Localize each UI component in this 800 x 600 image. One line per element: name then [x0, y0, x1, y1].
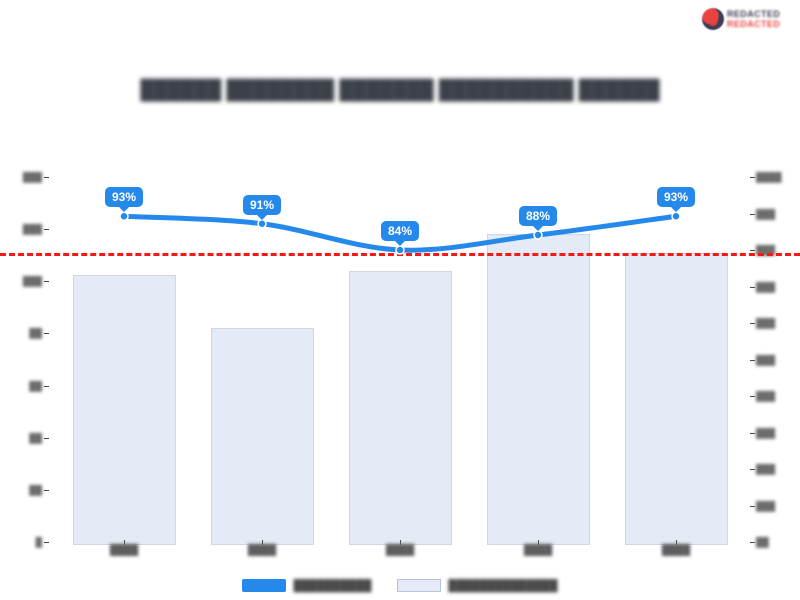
legend-item-line[interactable]: ██████████	[242, 579, 371, 592]
y-axis-left-tick-label-6: ██	[29, 432, 42, 443]
line-marker-5[interactable]	[671, 211, 681, 221]
y-axis-right-tick-label-11: ██	[756, 537, 769, 547]
y-axis-right-tick-label-3: ███	[756, 245, 776, 255]
y-axis-left-tick-mark-7	[44, 489, 49, 491]
x-axis-labels: ████ ████ ████ ████ ████	[55, 540, 745, 563]
y-axis-left-tick-label-7: ██	[29, 484, 42, 495]
y-axis-right: ████ ███ ███ ███ ███ ███ ███ ███ ███ ███ ██	[750, 170, 800, 547]
legend-swatch-line	[242, 579, 287, 592]
x-tick-label-2: ████	[247, 545, 277, 556]
y-axis-left-tick-mark-2	[44, 229, 49, 231]
y-axis-right-tick-label-8: ███	[756, 427, 776, 438]
line-marker-3[interactable]	[395, 245, 405, 255]
bar-5[interactable]	[624, 252, 728, 545]
logo-mark-icon	[702, 8, 724, 30]
value-badge-5: 93%	[656, 187, 696, 213]
y-axis-right-tick-mark-1	[750, 177, 755, 178]
y-axis-right-tick-mark-11	[750, 542, 755, 543]
plot-area: 93% 91% 84% 88% 93%	[0, 170, 800, 545]
y-axis-left-tick-label-3: ███	[22, 276, 42, 287]
chart-title: ██████ ████████ ███████ ██████████ █████…	[140, 80, 660, 101]
y-axis-left-tick-mark-3	[44, 281, 49, 283]
logo-line-1: REDACTED	[727, 8, 781, 19]
x-tick-label-4: ████	[523, 545, 553, 556]
line-marker-1[interactable]	[119, 211, 129, 221]
y-axis-left-tick-label-8: █	[35, 537, 42, 547]
y-axis-left-tick-mark-4	[44, 333, 49, 335]
legend-item-bar[interactable]: ██████████████	[397, 579, 558, 592]
line-marker-2[interactable]	[257, 219, 267, 229]
x-tick-mark-3	[400, 540, 401, 545]
y-axis-right-tick-mark-10	[750, 505, 755, 507]
value-badge-2: 91%	[242, 194, 282, 220]
line-marker-4[interactable]	[533, 230, 543, 240]
y-axis-right-tick-mark-4	[750, 286, 755, 288]
y-axis-right-tick-label-9: ███	[756, 464, 776, 474]
y-axis-right-tick-label-4: ███	[756, 281, 776, 292]
y-axis-right-tick-mark-6	[750, 359, 755, 361]
bar-1[interactable]	[72, 275, 176, 545]
y-axis-left-tick-label-2: ███	[22, 224, 42, 235]
y-axis-left-tick-mark-5	[44, 385, 49, 387]
value-badge-3: 84%	[380, 221, 420, 246]
y-axis-left-tick-mark-6	[44, 437, 49, 439]
y-axis-right-tick-label-10: ███	[756, 500, 776, 511]
chart-legend: ██████████ ██████████████	[0, 579, 800, 592]
legend-label-bar: ██████████████	[448, 579, 558, 592]
line-series-svg	[119, 211, 681, 255]
x-tick-mark-2	[262, 540, 263, 545]
brand-logo: REDACTED REDACTED	[702, 4, 796, 34]
y-axis-right-tick-label-1: ████	[756, 172, 782, 182]
bar-3[interactable]	[348, 271, 452, 545]
y-axis-left-tick-mark-1	[44, 177, 49, 178]
x-tick-label-5: ████	[661, 545, 691, 556]
y-axis-right-tick-mark-5	[750, 323, 755, 324]
y-axis-right-tick-mark-7	[750, 396, 755, 397]
y-axis-right-tick-mark-8	[750, 432, 755, 434]
y-axis-left-tick-label-5: ██	[29, 380, 42, 391]
legend-swatch-bar	[397, 579, 442, 592]
y-axis-right-tick-label-5: ███	[756, 318, 776, 328]
y-axis-left: ███ ███ ███ ██ ██ ██ ██ █	[0, 170, 50, 547]
x-tick-label-1: ████	[109, 545, 139, 556]
x-tick-mark-5	[676, 540, 677, 545]
value-badge-1: 93%	[104, 187, 144, 213]
y-axis-left-tick-label-1: ███	[22, 172, 42, 182]
y-axis-left-tick-label-4: ██	[29, 328, 42, 339]
y-axis-right-tick-label-6: ███	[756, 354, 776, 365]
y-axis-right-tick-mark-3	[750, 250, 755, 251]
y-axis-right-tick-label-2: ███	[756, 208, 776, 219]
x-tick-mark-1	[124, 540, 125, 545]
legend-label-line: ██████████	[293, 579, 372, 592]
bar-2[interactable]	[210, 327, 314, 545]
x-tick-mark-4	[538, 540, 539, 545]
value-badge-4: 88%	[518, 206, 558, 231]
y-axis-right-tick-mark-2	[750, 213, 755, 215]
x-tick-label-3: ████	[385, 545, 415, 556]
logo-line-2: REDACTED	[727, 18, 781, 29]
logo-wordmark: REDACTED REDACTED	[727, 8, 781, 29]
y-axis-left-tick-mark-8	[44, 542, 49, 543]
y-axis-right-tick-label-7: ███	[756, 391, 776, 401]
bar-4[interactable]	[486, 233, 590, 545]
y-axis-right-tick-mark-9	[750, 469, 755, 470]
